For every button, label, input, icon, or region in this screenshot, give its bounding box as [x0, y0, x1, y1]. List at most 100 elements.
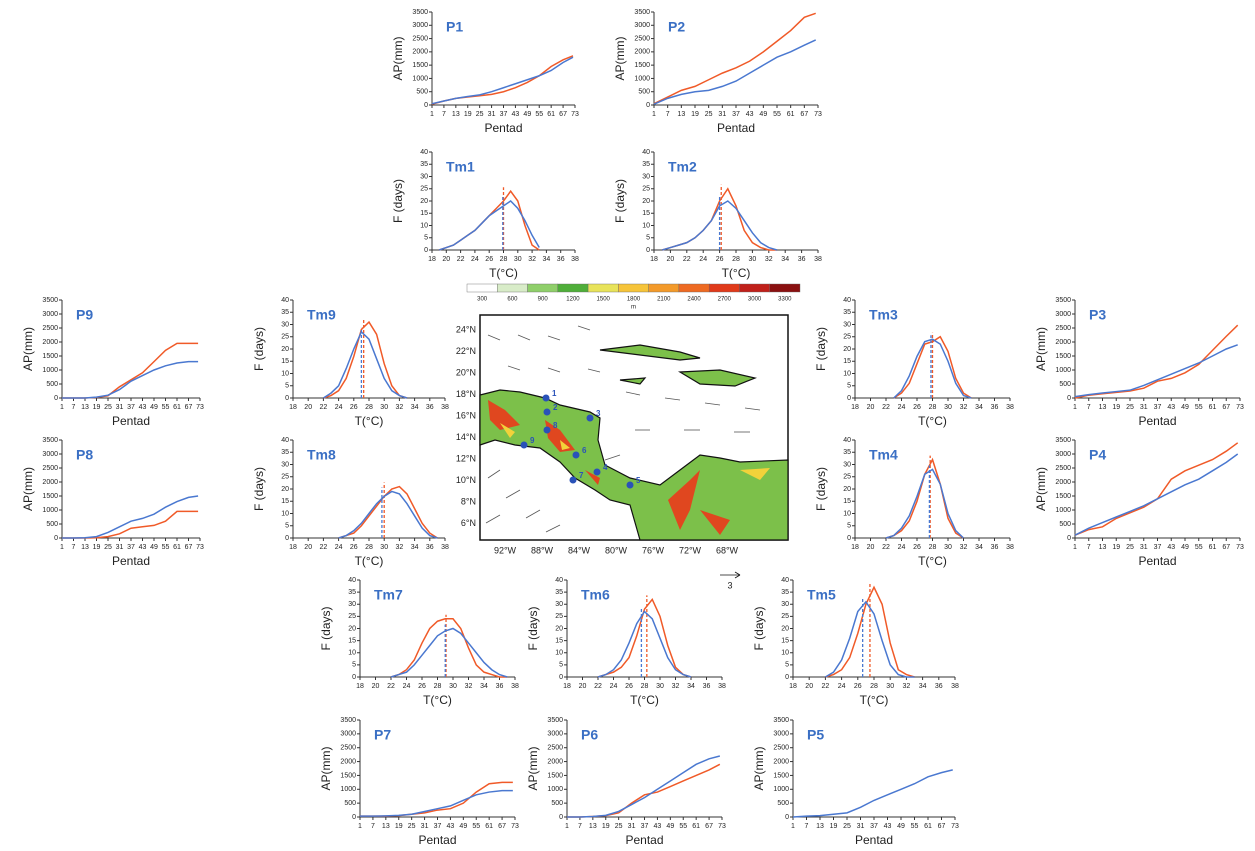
x-tick-label: 20 — [372, 683, 380, 690]
x-tick-label: 38 — [718, 683, 726, 690]
y-tick-label: 3500 — [42, 437, 58, 444]
x-tick-label: 24 — [699, 256, 707, 263]
y-tick-label: 15 — [843, 358, 851, 365]
y-tick-label: 40 — [642, 149, 650, 156]
x-tick-label: 31 — [421, 823, 429, 830]
colorbar-cell — [558, 284, 588, 292]
x-tick-label: 28 — [641, 683, 649, 690]
x-tick-label: 37 — [1154, 404, 1162, 411]
colorbar-label: 600 — [507, 297, 518, 303]
x-tick-label: 24 — [838, 683, 846, 690]
colorbar-label: 2400 — [687, 297, 701, 303]
y-tick-label: 3000 — [773, 731, 789, 738]
y-tick-label: 500 — [777, 800, 789, 807]
y-tick-label: 0 — [352, 814, 356, 821]
chart-title: P4 — [1089, 447, 1106, 463]
chart-title: Tm1 — [446, 159, 475, 175]
chart-title: P6 — [581, 727, 598, 743]
x-tick-label: 32 — [960, 404, 968, 411]
lon-label: 80°W — [605, 545, 628, 555]
y-tick-label: 30 — [642, 173, 650, 180]
x-tick-label: 38 — [511, 683, 519, 690]
y-tick-label: 10 — [781, 650, 789, 657]
x-tick-label: 7 — [72, 544, 76, 551]
x-tick-label: 20 — [867, 404, 875, 411]
x-tick-label: 43 — [746, 111, 754, 118]
x-tick-label: 43 — [447, 823, 455, 830]
y-tick-label: 1000 — [412, 75, 428, 82]
y-tick-label: 5 — [285, 383, 289, 390]
y-tick-label: 3500 — [1055, 437, 1071, 444]
chart-title: P9 — [76, 307, 93, 323]
x-tick-label: 7 — [666, 111, 670, 118]
y-tick-label: 1000 — [42, 507, 58, 514]
x-tick-label: 18 — [789, 683, 797, 690]
x-tick-label: 31 — [488, 111, 496, 118]
x-tick-label: 1 — [430, 111, 434, 118]
lat-label: 14°N — [456, 432, 476, 442]
y-tick-label: 2500 — [634, 35, 650, 42]
x-tick-label: 36 — [991, 544, 999, 551]
y-tick-label: 25 — [348, 613, 356, 620]
x-tick-label: 31 — [116, 404, 124, 411]
chart-title: P2 — [668, 19, 685, 35]
y-tick-label: 3500 — [42, 297, 58, 304]
x-tick-label: 13 — [589, 823, 597, 830]
y-tick-label: 5 — [847, 523, 851, 530]
y-tick-label: 2000 — [1055, 479, 1071, 486]
y-tick-label: 500 — [46, 521, 58, 528]
y-axis-label: F (days) — [319, 606, 333, 650]
y-tick-label: 3500 — [1055, 297, 1071, 304]
y-tick-label: 10 — [420, 222, 428, 229]
y-tick-label: 1500 — [42, 493, 58, 500]
y-tick-label: 2500 — [1055, 465, 1071, 472]
colorbar-label: 1500 — [597, 297, 611, 303]
x-tick-label: 49 — [897, 823, 905, 830]
x-tick-label: 28 — [434, 683, 442, 690]
x-tick-label: 25 — [843, 823, 851, 830]
colorbar-cell — [709, 284, 739, 292]
x-tick-label: 19 — [602, 823, 610, 830]
vector-scale: 3 — [727, 580, 732, 590]
y-tick-label: 3000 — [412, 22, 428, 29]
y-tick-label: 5 — [847, 383, 851, 390]
x-tick-label: 1 — [358, 823, 362, 830]
x-tick-label: 7 — [1087, 544, 1091, 551]
lon-label: 72°W — [679, 545, 702, 555]
x-tick-label: 25 — [408, 823, 416, 830]
x-axis-label: T(°C) — [355, 414, 384, 428]
y-tick-label: 5 — [285, 523, 289, 530]
x-tick-label: 26 — [716, 256, 724, 263]
x-tick-label: 1 — [791, 823, 795, 830]
x-tick-label: 26 — [913, 544, 921, 551]
y-tick-label: 0 — [785, 674, 789, 681]
y-tick-label: 500 — [416, 89, 428, 96]
chart-title: P1 — [446, 19, 463, 35]
x-tick-label: 18 — [428, 256, 436, 263]
y-tick-label: 15 — [281, 498, 289, 505]
x-tick-label: 36 — [935, 683, 943, 690]
y-tick-label: 500 — [551, 800, 563, 807]
y-tick-label: 25 — [281, 334, 289, 341]
y-tick-label: 40 — [281, 297, 289, 304]
y-tick-label: 30 — [281, 321, 289, 328]
x-tick-label: 55 — [1195, 404, 1203, 411]
series-line — [432, 57, 573, 103]
y-tick-label: 20 — [642, 198, 650, 205]
y-axis-label: F (days) — [752, 606, 766, 650]
x-tick-label: 43 — [512, 111, 520, 118]
x-tick-label: 37 — [641, 823, 649, 830]
colorbar-cell — [588, 284, 618, 292]
y-tick-label: 0 — [1067, 535, 1071, 542]
x-tick-label: 67 — [938, 823, 946, 830]
y-tick-label: 5 — [424, 235, 428, 242]
x-tick-label: 55 — [679, 823, 687, 830]
series-line — [1075, 454, 1238, 535]
y-tick-label: 2000 — [634, 49, 650, 56]
x-axis-label: T(°C) — [489, 266, 518, 280]
x-tick-label: 61 — [485, 823, 493, 830]
x-tick-label: 31 — [116, 544, 124, 551]
x-axis-label: Pentad — [625, 833, 663, 847]
x-tick-label: 43 — [654, 823, 662, 830]
x-tick-label: 7 — [578, 823, 582, 830]
